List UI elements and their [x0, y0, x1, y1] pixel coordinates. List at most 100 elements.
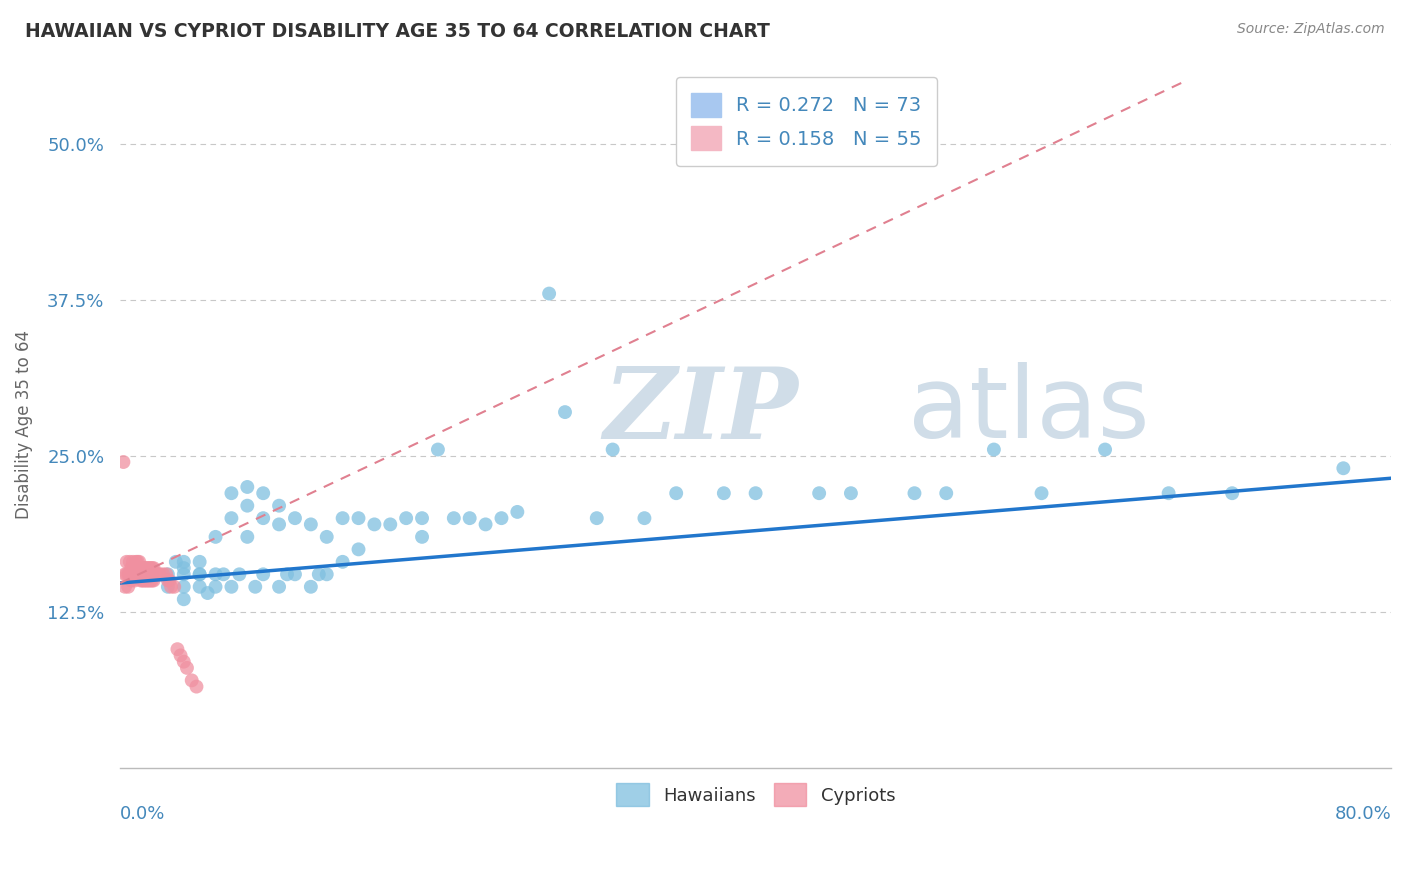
Point	[267, 499, 290, 513]
Point	[1094, 442, 1116, 457]
Point	[166, 642, 188, 657]
Point	[115, 555, 138, 569]
Point	[443, 511, 465, 525]
Point	[315, 530, 337, 544]
Point	[173, 655, 195, 669]
Point	[127, 567, 149, 582]
Text: HAWAIIAN VS CYPRIOT DISABILITY AGE 35 TO 64 CORRELATION CHART: HAWAIIAN VS CYPRIOT DISABILITY AGE 35 TO…	[25, 22, 770, 41]
Point	[212, 567, 235, 582]
Point	[299, 580, 322, 594]
Point	[221, 511, 243, 525]
Point	[118, 555, 141, 569]
Text: 0.0%: 0.0%	[121, 805, 166, 823]
Point	[114, 567, 136, 582]
Point	[117, 567, 139, 582]
Point	[332, 511, 354, 525]
Point	[180, 673, 202, 688]
Point	[173, 592, 195, 607]
Point	[135, 574, 157, 588]
Point	[903, 486, 925, 500]
Point	[125, 555, 148, 569]
Point	[188, 555, 211, 569]
Point	[1331, 461, 1354, 475]
Text: Source: ZipAtlas.com: Source: ZipAtlas.com	[1237, 22, 1385, 37]
Point	[1220, 486, 1243, 500]
Point	[188, 567, 211, 582]
Point	[538, 286, 561, 301]
Point	[146, 567, 169, 582]
Point	[142, 574, 165, 588]
Point	[141, 574, 163, 588]
Point	[347, 542, 370, 557]
Point	[159, 574, 181, 588]
Point	[197, 586, 219, 600]
Point	[112, 455, 135, 469]
Point	[395, 511, 418, 525]
Point	[115, 567, 138, 582]
Point	[411, 530, 433, 544]
Point	[124, 561, 146, 575]
Point	[474, 517, 496, 532]
Point	[935, 486, 957, 500]
Point	[160, 580, 183, 594]
Legend: R = 0.272   N = 73, R = 0.158   N = 55: R = 0.272 N = 73, R = 0.158 N = 55	[676, 78, 938, 166]
Point	[426, 442, 449, 457]
Point	[188, 580, 211, 594]
Point	[380, 517, 402, 532]
Point	[138, 574, 160, 588]
Point	[308, 567, 330, 582]
Point	[585, 511, 607, 525]
Point	[129, 574, 152, 588]
Point	[114, 580, 136, 594]
Point	[176, 661, 198, 675]
Point	[221, 580, 243, 594]
Point	[284, 511, 307, 525]
Point	[139, 561, 162, 575]
Point	[138, 561, 160, 575]
Point	[155, 567, 177, 582]
Point	[152, 567, 174, 582]
Point	[173, 555, 195, 569]
Point	[125, 567, 148, 582]
Point	[129, 561, 152, 575]
Text: 80.0%: 80.0%	[1334, 805, 1391, 823]
Point	[204, 530, 226, 544]
Point	[173, 561, 195, 575]
Point	[713, 486, 735, 500]
Point	[602, 442, 624, 457]
Point	[131, 574, 153, 588]
Point	[156, 567, 179, 582]
Point	[173, 580, 195, 594]
Point	[143, 567, 166, 582]
Y-axis label: Disability Age 35 to 64: Disability Age 35 to 64	[15, 330, 32, 519]
Point	[204, 580, 226, 594]
Point	[156, 580, 179, 594]
Point	[141, 567, 163, 582]
Point	[633, 511, 655, 525]
Point	[149, 567, 172, 582]
Point	[245, 580, 267, 594]
Point	[122, 567, 145, 582]
Point	[120, 574, 142, 588]
Point	[252, 486, 274, 500]
Point	[136, 574, 159, 588]
Point	[284, 567, 307, 582]
Point	[347, 511, 370, 525]
Point	[554, 405, 576, 419]
Text: ZIP: ZIP	[603, 363, 799, 459]
Point	[186, 680, 208, 694]
Point	[165, 555, 187, 569]
Point	[163, 580, 186, 594]
Point	[156, 574, 179, 588]
Point	[141, 561, 163, 575]
Point	[299, 517, 322, 532]
Point	[276, 567, 298, 582]
Point	[118, 567, 141, 582]
Point	[120, 561, 142, 575]
Point	[236, 499, 259, 513]
Point	[252, 511, 274, 525]
Point	[983, 442, 1005, 457]
Point	[1157, 486, 1180, 500]
Point	[142, 561, 165, 575]
Point	[128, 567, 150, 582]
